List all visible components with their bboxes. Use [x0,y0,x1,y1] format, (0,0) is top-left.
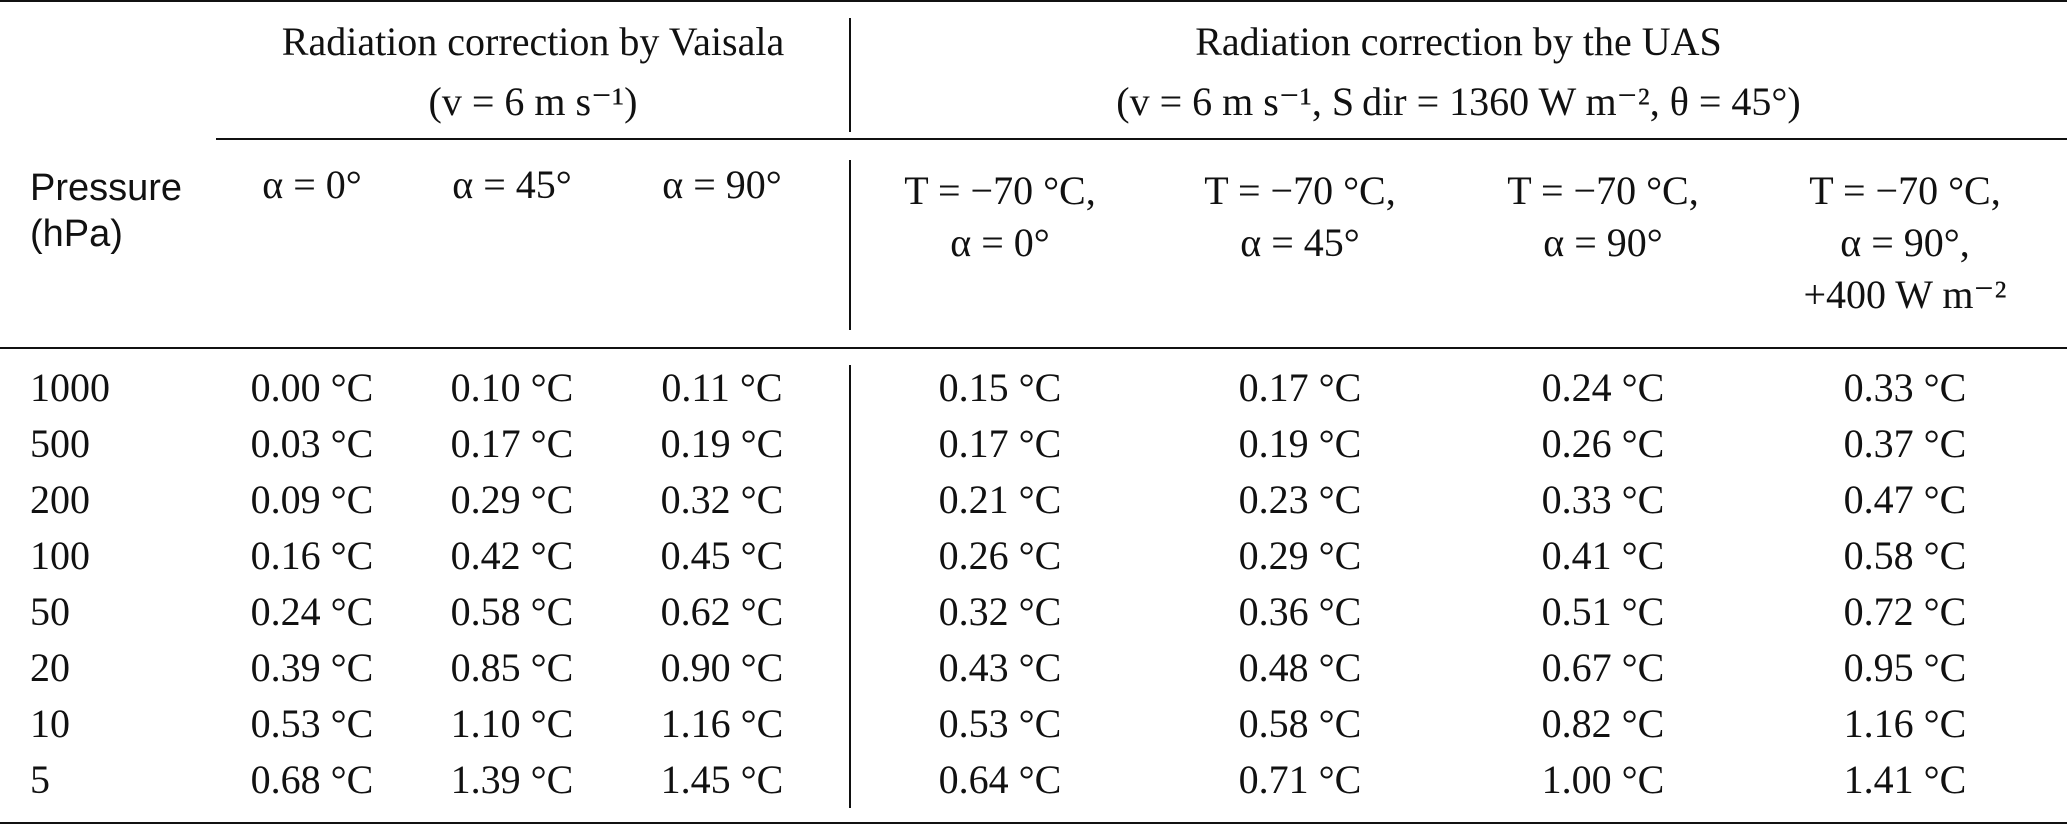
column-header-uas-alpha-90: T = −70 °C, α = 90° [1468,165,1738,269]
pressure-cell: 100 [30,533,90,578]
group-separator-body [849,365,851,808]
cell-uas-alpha-90-plus-400: 1.41 °C [1843,757,1967,802]
cell-uas-alpha-0: 0.15 °C [938,365,1062,410]
column-header-vaisala-alpha-90: α = 90° [632,165,812,205]
cell-uas-alpha-90-plus-400: 0.95 °C [1843,645,1967,690]
vaisala-group-rule [216,138,850,140]
pressure-cell: 500 [30,421,90,466]
top-rule [0,0,2067,2]
cell-vaisala-alpha-90: 1.16 °C [660,701,784,746]
cell-vaisala-alpha-0: 0.16 °C [250,533,374,578]
cell-uas-alpha-90: 0.24 °C [1541,365,1665,410]
cell-uas-alpha-0: 0.43 °C [938,645,1062,690]
pressure-cell: 200 [30,477,90,522]
cell-vaisala-alpha-0: 0.53 °C [250,701,374,746]
uas-group-conditions: (v = 6 m s⁻¹, S dir = 1360 W m⁻², θ = 45… [1116,79,1801,124]
cell-uas-alpha-0: 0.21 °C [938,477,1062,522]
cell-uas-alpha-90: 0.51 °C [1541,589,1665,634]
cell-vaisala-alpha-45: 0.10 °C [450,365,574,410]
cell-uas-alpha-0: 0.32 °C [938,589,1062,634]
cell-vaisala-alpha-45: 0.42 °C [450,533,574,578]
cell-vaisala-alpha-45: 0.85 °C [450,645,574,690]
column-header-uas-alpha-45: T = −70 °C, α = 45° [1165,165,1435,269]
cell-uas-alpha-90-plus-400: 0.72 °C [1843,589,1967,634]
cell-uas-alpha-45: 0.58 °C [1238,701,1362,746]
pressure-cell: 20 [30,645,70,690]
cell-vaisala-alpha-90: 0.90 °C [660,645,784,690]
column-header-line: T = −70 °C, [1809,168,2001,213]
column-header-line: α = 45° [1240,220,1360,265]
cell-uas-alpha-45: 0.36 °C [1238,589,1362,634]
pressure-column-header: Pressure (hPa) [30,165,182,257]
column-header-uas-alpha-90-plus-400: T = −70 °C, α = 90°, +400 W m⁻² [1770,165,2040,321]
cell-vaisala-alpha-90: 0.32 °C [660,477,784,522]
bottom-rule [0,822,2067,824]
cell-vaisala-alpha-0: 0.00 °C [250,365,374,410]
cell-uas-alpha-0: 0.26 °C [938,533,1062,578]
pressure-cell: 50 [30,589,70,634]
cell-vaisala-alpha-90: 0.11 °C [661,365,783,410]
cell-uas-alpha-90-plus-400: 0.37 °C [1843,421,1967,466]
cell-uas-alpha-90-plus-400: 0.47 °C [1843,477,1967,522]
cell-vaisala-alpha-45: 0.17 °C [450,421,574,466]
cell-uas-alpha-90-plus-400: 1.16 °C [1843,701,1967,746]
cell-uas-alpha-90-plus-400: 0.33 °C [1843,365,1967,410]
column-header-vaisala-alpha-45: α = 45° [432,165,592,205]
cell-vaisala-alpha-45: 1.10 °C [450,701,574,746]
cell-uas-alpha-90: 1.00 °C [1541,757,1665,802]
cell-uas-alpha-45: 0.19 °C [1238,421,1362,466]
group-separator-header [849,160,851,330]
cell-uas-alpha-45: 0.71 °C [1238,757,1362,802]
cell-uas-alpha-0: 0.53 °C [938,701,1062,746]
cell-uas-alpha-45: 0.29 °C [1238,533,1362,578]
vaisala-group-title: Radiation correction by Vaisala [281,19,785,64]
cell-vaisala-alpha-45: 1.39 °C [450,757,574,802]
column-header-line: α = 0° [950,220,1050,265]
cell-vaisala-alpha-45: 0.58 °C [450,589,574,634]
pressure-cell: 5 [30,757,50,802]
cell-uas-alpha-0: 0.17 °C [938,421,1062,466]
column-header-line: +400 W m⁻² [1803,272,2007,317]
column-header-line: T = −70 °C, [1204,168,1396,213]
cell-vaisala-alpha-0: 0.09 °C [250,477,374,522]
cell-vaisala-alpha-0: 0.68 °C [250,757,374,802]
vaisala-group-conditions: (v = 6 m s⁻¹) [428,79,638,124]
cell-vaisala-alpha-0: 0.24 °C [250,589,374,634]
column-header-line: α = 90° [1543,220,1663,265]
cell-uas-alpha-90: 0.33 °C [1541,477,1665,522]
cell-uas-alpha-90: 0.41 °C [1541,533,1665,578]
cell-vaisala-alpha-90: 1.45 °C [660,757,784,802]
cell-vaisala-alpha-0: 0.03 °C [250,421,374,466]
column-header-line: α = 45° [452,162,572,207]
cell-uas-alpha-90: 0.67 °C [1541,645,1665,690]
cell-vaisala-alpha-45: 0.29 °C [450,477,574,522]
cell-uas-alpha-45: 0.48 °C [1238,645,1362,690]
column-header-line: T = −70 °C, [904,168,1096,213]
header-rule [0,347,2067,349]
cell-vaisala-alpha-90: 0.19 °C [660,421,784,466]
column-header-uas-alpha-0: T = −70 °C, α = 0° [865,165,1135,269]
cell-uas-alpha-90-plus-400: 0.58 °C [1843,533,1967,578]
cell-uas-alpha-45: 0.23 °C [1238,477,1362,522]
uas-group-title: Radiation correction by the UAS [1195,19,1722,64]
column-header-line: T = −70 °C, [1507,168,1699,213]
column-header-vaisala-alpha-0: α = 0° [232,165,392,205]
column-header-line: α = 0° [262,162,362,207]
cell-uas-alpha-45: 0.17 °C [1238,365,1362,410]
cell-uas-alpha-0: 0.64 °C [938,757,1062,802]
cell-vaisala-alpha-0: 0.39 °C [250,645,374,690]
cell-vaisala-alpha-90: 0.45 °C [660,533,784,578]
cell-uas-alpha-90: 0.26 °C [1541,421,1665,466]
cell-uas-alpha-90: 0.82 °C [1541,701,1665,746]
pressure-unit-line: (hPa) [30,213,123,255]
column-header-line: α = 90° [662,162,782,207]
pressure-cell: 1000 [30,365,110,410]
group-separator-top [849,18,851,132]
cell-vaisala-alpha-90: 0.62 °C [660,589,784,634]
column-header-line: α = 90°, [1840,220,1970,265]
pressure-cell: 10 [30,701,70,746]
uas-group-rule [850,138,2067,140]
pressure-header-line: Pressure [30,167,183,209]
